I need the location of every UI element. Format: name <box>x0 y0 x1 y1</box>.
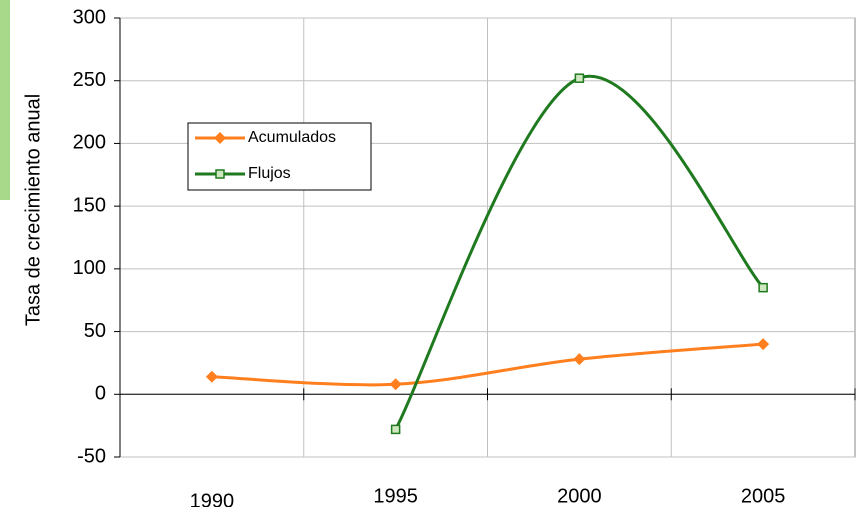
y-tick-label: 50 <box>84 320 106 342</box>
y-tick-label: -50 <box>77 445 106 467</box>
marker <box>390 424 401 435</box>
series-line <box>211 342 764 387</box>
y-tick-label: 150 <box>73 194 106 216</box>
y-axis-title: Tasa de crecimiento anual <box>22 94 44 326</box>
y-tick-label: 200 <box>73 132 106 154</box>
legend-label: Flujos <box>248 165 291 182</box>
x-tick-label: 1990 <box>190 490 235 507</box>
legend-label: Acumulados <box>248 129 336 146</box>
marker <box>758 282 768 293</box>
y-tick-label: 300 <box>73 6 106 28</box>
marker <box>573 353 586 366</box>
y-tick-label: 250 <box>73 69 106 91</box>
x-tick-label: 2005 <box>741 485 786 507</box>
x-tick-label: 2000 <box>557 485 602 507</box>
marker <box>757 338 770 351</box>
x-tick-label: 1995 <box>373 485 418 507</box>
marker <box>205 370 218 383</box>
marker <box>574 73 585 83</box>
marker <box>215 169 225 179</box>
y-tick-label: 0 <box>95 383 106 405</box>
marker <box>389 378 402 391</box>
side-strip <box>0 0 10 200</box>
y-tick-label: 100 <box>73 257 106 279</box>
marker <box>214 132 226 144</box>
